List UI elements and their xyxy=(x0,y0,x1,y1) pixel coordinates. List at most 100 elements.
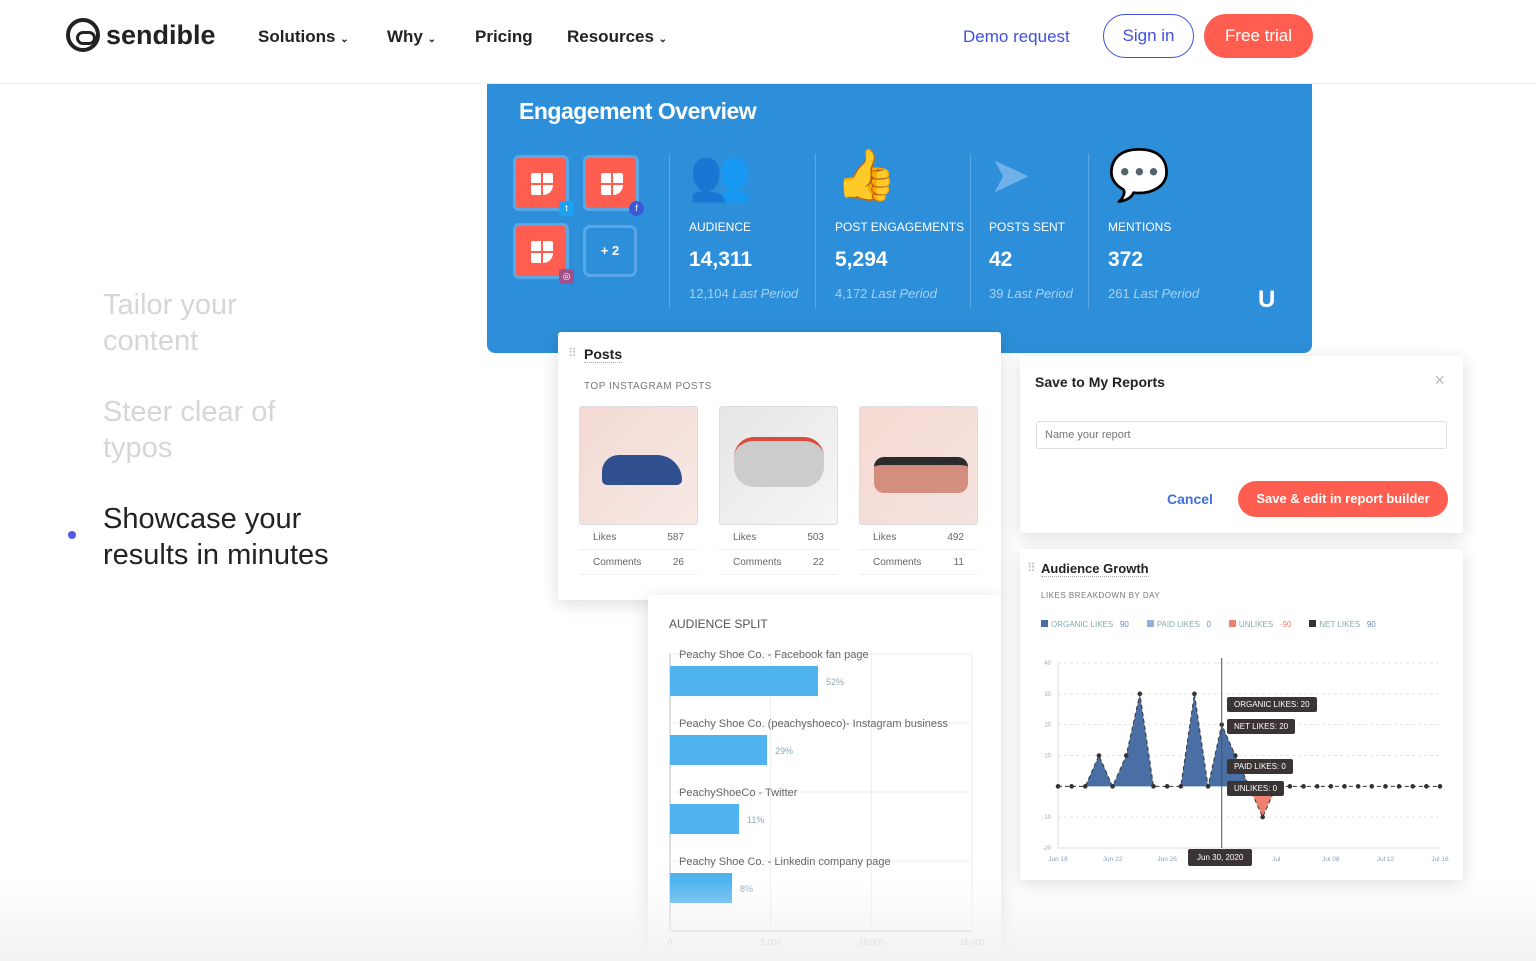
chat-bubbles-icon: 💬 xyxy=(1108,147,1171,203)
post-item[interactable]: Likes 503 Comments 22 xyxy=(719,406,838,575)
top-nav: sendible Solutions ⌄ Why ⌄ Pricing Resou… xyxy=(0,0,1536,84)
feature-steer-clear-typos[interactable]: Steer clear of typos xyxy=(103,396,276,464)
sign-in-button[interactable]: Sign in xyxy=(1103,14,1194,58)
magnet-icon: U xyxy=(1258,286,1276,313)
nav-pricing[interactable]: Pricing xyxy=(475,27,533,46)
data-point xyxy=(1410,784,1416,789)
stat-mentions: 💬 MENTIONS 372 261 Last Period xyxy=(1108,144,1199,301)
brand-logo[interactable]: sendible xyxy=(66,18,216,52)
data-point xyxy=(1233,753,1238,758)
data-label: 29% xyxy=(775,746,793,756)
likes-breakdown-subtitle: LIKES BREAKDOWN BY DAY xyxy=(1041,591,1161,600)
stat-audience: 👥 AUDIENCE 14,311 12,104 Last Period xyxy=(689,144,798,301)
legend-item[interactable]: ORGANIC LIKES 90 xyxy=(1041,620,1129,629)
category-label: Peachy Shoe Co. - Linkedin company page xyxy=(679,856,891,868)
data-point xyxy=(1164,784,1170,789)
audience-split-card: AUDIENCE SPLIT 0 5,000 10,000 15,000 Peachy … xyxy=(648,595,1001,961)
tooltip-net: NET LIKES: 20 xyxy=(1227,719,1296,734)
y-tick-label: 40 xyxy=(1044,661,1051,667)
data-point xyxy=(1110,784,1115,789)
data-label: 11% xyxy=(747,815,764,825)
paper-plane-icon: ➤ xyxy=(989,147,1031,203)
feature-showcase-results[interactable]: Showcase your results in minutes xyxy=(103,503,329,571)
divider xyxy=(815,154,816,309)
twitter-icon: t xyxy=(559,201,574,216)
account-twitter[interactable]: t xyxy=(513,155,574,216)
chevron-down-icon: ⌄ xyxy=(658,34,668,45)
feature-tailor-content[interactable]: Tailor your content xyxy=(103,289,237,357)
category-label: Peachy Shoe Co. (peachyshoeco)- Instagra… xyxy=(679,718,949,730)
sendible-logo-icon xyxy=(66,18,100,52)
post-item[interactable]: Likes 587 Comments 26 xyxy=(579,406,698,575)
y-tick-label: -20 xyxy=(1042,846,1051,852)
data-point xyxy=(1383,784,1388,789)
account-instagram[interactable]: ◎ xyxy=(513,223,574,284)
data-point xyxy=(1369,784,1375,789)
data-point xyxy=(1192,691,1197,697)
divider xyxy=(970,154,971,309)
data-label: 8% xyxy=(740,884,753,894)
bar xyxy=(670,666,818,696)
demo-request-link[interactable]: Demo request xyxy=(963,27,1070,46)
stat-posts-sent: ➤ POSTS SENT 42 39 Last Period xyxy=(989,144,1073,301)
tooltip-paid: PAID LIKES: 0 xyxy=(1227,759,1293,774)
legend-item[interactable]: PAID LIKES 0 xyxy=(1146,620,1211,629)
y-tick-label: 20 xyxy=(1044,723,1051,729)
drag-handle-icon[interactable]: ⠿ xyxy=(568,346,577,360)
data-label: 52% xyxy=(826,677,844,687)
chart-legend: ORGANIC LIKES 90 PAID LIKES 0 UNLIKES -90 N… xyxy=(1041,620,1376,629)
drag-handle-icon[interactable]: ⠿ xyxy=(1027,561,1036,575)
account-logo-icon xyxy=(531,241,553,263)
engagement-overview-panel: Engagement Overview t f ◎ + 2 👥 AUDIENCE 1… xyxy=(487,84,1312,353)
hover-date-label: Jun 30, 2020 xyxy=(1188,849,1253,866)
brand-name: sendible xyxy=(106,19,216,50)
nav-resources[interactable]: Resources ⌄ xyxy=(567,27,668,46)
more-accounts-button[interactable]: + 2 xyxy=(583,225,637,277)
data-point xyxy=(1123,753,1129,758)
data-point xyxy=(1287,784,1293,789)
report-name-input[interactable] xyxy=(1036,421,1447,449)
x-tick-label: 0 xyxy=(668,938,673,947)
y-tick-label: 30 xyxy=(1044,692,1051,698)
bar xyxy=(670,735,768,765)
tooltip-unlikes: UNLIKES: 0 xyxy=(1227,781,1285,796)
x-tick-label: Jun 26 xyxy=(1157,856,1177,863)
y-tick-label: 10 xyxy=(1044,754,1051,760)
legend-item[interactable]: UNLIKES -90 xyxy=(1228,620,1291,629)
divider xyxy=(1088,154,1089,309)
post-item[interactable]: Likes 492 Comments 11 xyxy=(859,406,978,575)
data-point xyxy=(1260,814,1265,820)
x-tick-label: Jul 08 xyxy=(1322,856,1340,863)
free-trial-button[interactable]: Free trial xyxy=(1204,14,1313,58)
post-image-sneakers xyxy=(719,406,838,525)
posts-card: ⠿ Posts TOP INSTAGRAM POSTS Likes 587 Comm… xyxy=(558,332,1001,600)
organic-likes-area xyxy=(1058,693,1440,787)
x-tick-label: Jul xyxy=(1272,856,1281,863)
divider xyxy=(669,154,670,309)
active-indicator-dot xyxy=(68,531,76,539)
audience-split-chart: 0 5,000 10,000 15,000 Peachy Shoe Co. - Face… xyxy=(668,649,985,947)
audience-growth-card: ⠿ Audience Growth LIKES BREAKDOWN BY DAY… xyxy=(1020,549,1463,880)
audience-split-title: AUDIENCE SPLIT xyxy=(669,617,768,631)
engagement-title: Engagement Overview xyxy=(519,98,757,124)
data-point xyxy=(1137,691,1143,697)
category-label: PeachyShoeCo - Twitter xyxy=(679,787,798,799)
close-icon[interactable]: × xyxy=(1434,370,1445,390)
y-tick-label: -10 xyxy=(1042,815,1051,821)
account-facebook[interactable]: f xyxy=(583,155,644,216)
cancel-button[interactable]: Cancel xyxy=(1167,491,1213,507)
data-point xyxy=(1396,784,1402,789)
tooltip-organic: ORGANIC LIKES: 20 xyxy=(1227,697,1317,712)
data-point xyxy=(1055,784,1061,789)
data-point xyxy=(1342,784,1347,789)
nav-solutions[interactable]: Solutions ⌄ xyxy=(258,27,349,46)
bar xyxy=(670,804,740,834)
legend-item[interactable]: NET LIKES 90 xyxy=(1309,620,1376,629)
data-point xyxy=(1069,784,1074,789)
save-report-dialog: Save to My Reports × Cancel Save & edit … xyxy=(1020,356,1463,533)
data-point xyxy=(1314,784,1320,789)
nav-why[interactable]: Why ⌄ xyxy=(387,27,437,46)
save-edit-report-button[interactable]: Save & edit in report builder xyxy=(1238,481,1448,517)
post-image-sandals xyxy=(859,406,978,525)
x-tick-label: 15,000 xyxy=(960,938,985,947)
